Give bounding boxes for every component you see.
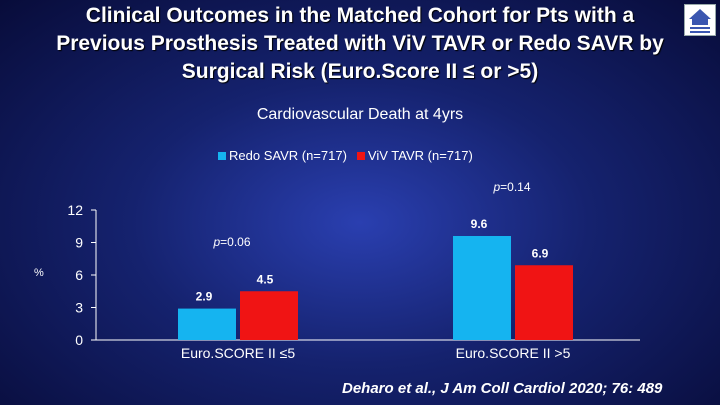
bar-label-0-1: 4.5 <box>257 272 274 286</box>
chart-title: Cardiovascular Death at 4yrs <box>256 106 464 123</box>
slide-title: Clinical Outcomes in the Matched Cohort … <box>0 2 720 86</box>
y-tick-label-4: 12 <box>67 202 83 218</box>
legend-label-redo-savr: Redo SAVR (n=717) <box>229 148 347 163</box>
y-axis-label: % <box>34 267 44 279</box>
x-tick-labels: Euro.SCORE II ≤5 Euro.SCORE II >5 <box>181 345 571 361</box>
p-value-annotations: p=0.06 p=0.14 <box>212 180 530 249</box>
p-value-0: p=0.06 <box>212 235 250 249</box>
bar-0-1 <box>240 291 298 340</box>
x-tick-label-0: Euro.SCORE II ≤5 <box>181 345 295 361</box>
y-ticks: 0 3 6 9 12 <box>67 202 96 348</box>
legend-label-viv-tavr: ViV TAVR (n=717) <box>367 148 473 163</box>
y-tick-label-0: 0 <box>75 332 83 348</box>
legend-item-viv-tavr: ViV TAVR (n=717) <box>356 148 473 163</box>
citation: Deharo et al., J Am Coll Cardiol 2020; 7… <box>342 380 663 397</box>
bar-0-0 <box>178 308 236 340</box>
legend-swatch-redo-savr <box>218 151 226 160</box>
bars <box>178 236 573 340</box>
title-line-3: Surgical Risk (Euro.Score II ≤ or >5) <box>181 60 539 83</box>
bar-label-0-0: 2.9 <box>196 290 213 304</box>
bar-label-1-1: 6.9 <box>532 246 549 260</box>
institution-logo-icon <box>684 4 716 36</box>
legend-swatch-viv-tavr <box>356 151 365 160</box>
y-tick-label-2: 6 <box>75 267 83 283</box>
x-tick-label-1: Euro.SCORE II >5 <box>456 345 571 361</box>
bar-labels: 2.9 4.5 9.6 6.9 <box>196 217 549 304</box>
title-line-1: Clinical Outcomes in the Matched Cohort … <box>85 4 635 27</box>
bar-label-1-0: 9.6 <box>471 217 488 231</box>
chart-legend: Redo SAVR (n=717) ViV TAVR (n=717) <box>218 148 483 163</box>
legend-item-redo-savr: Redo SAVR (n=717) <box>218 148 347 163</box>
p-value-1: p=0.14 <box>492 180 530 194</box>
y-tick-label-1: 3 <box>75 300 83 316</box>
title-line-2: Previous Prosthesis Treated with ViV TAV… <box>56 32 664 55</box>
y-tick-label-3: 9 <box>75 235 83 251</box>
bar-1-0 <box>453 236 511 340</box>
bar-1-1 <box>515 265 573 340</box>
